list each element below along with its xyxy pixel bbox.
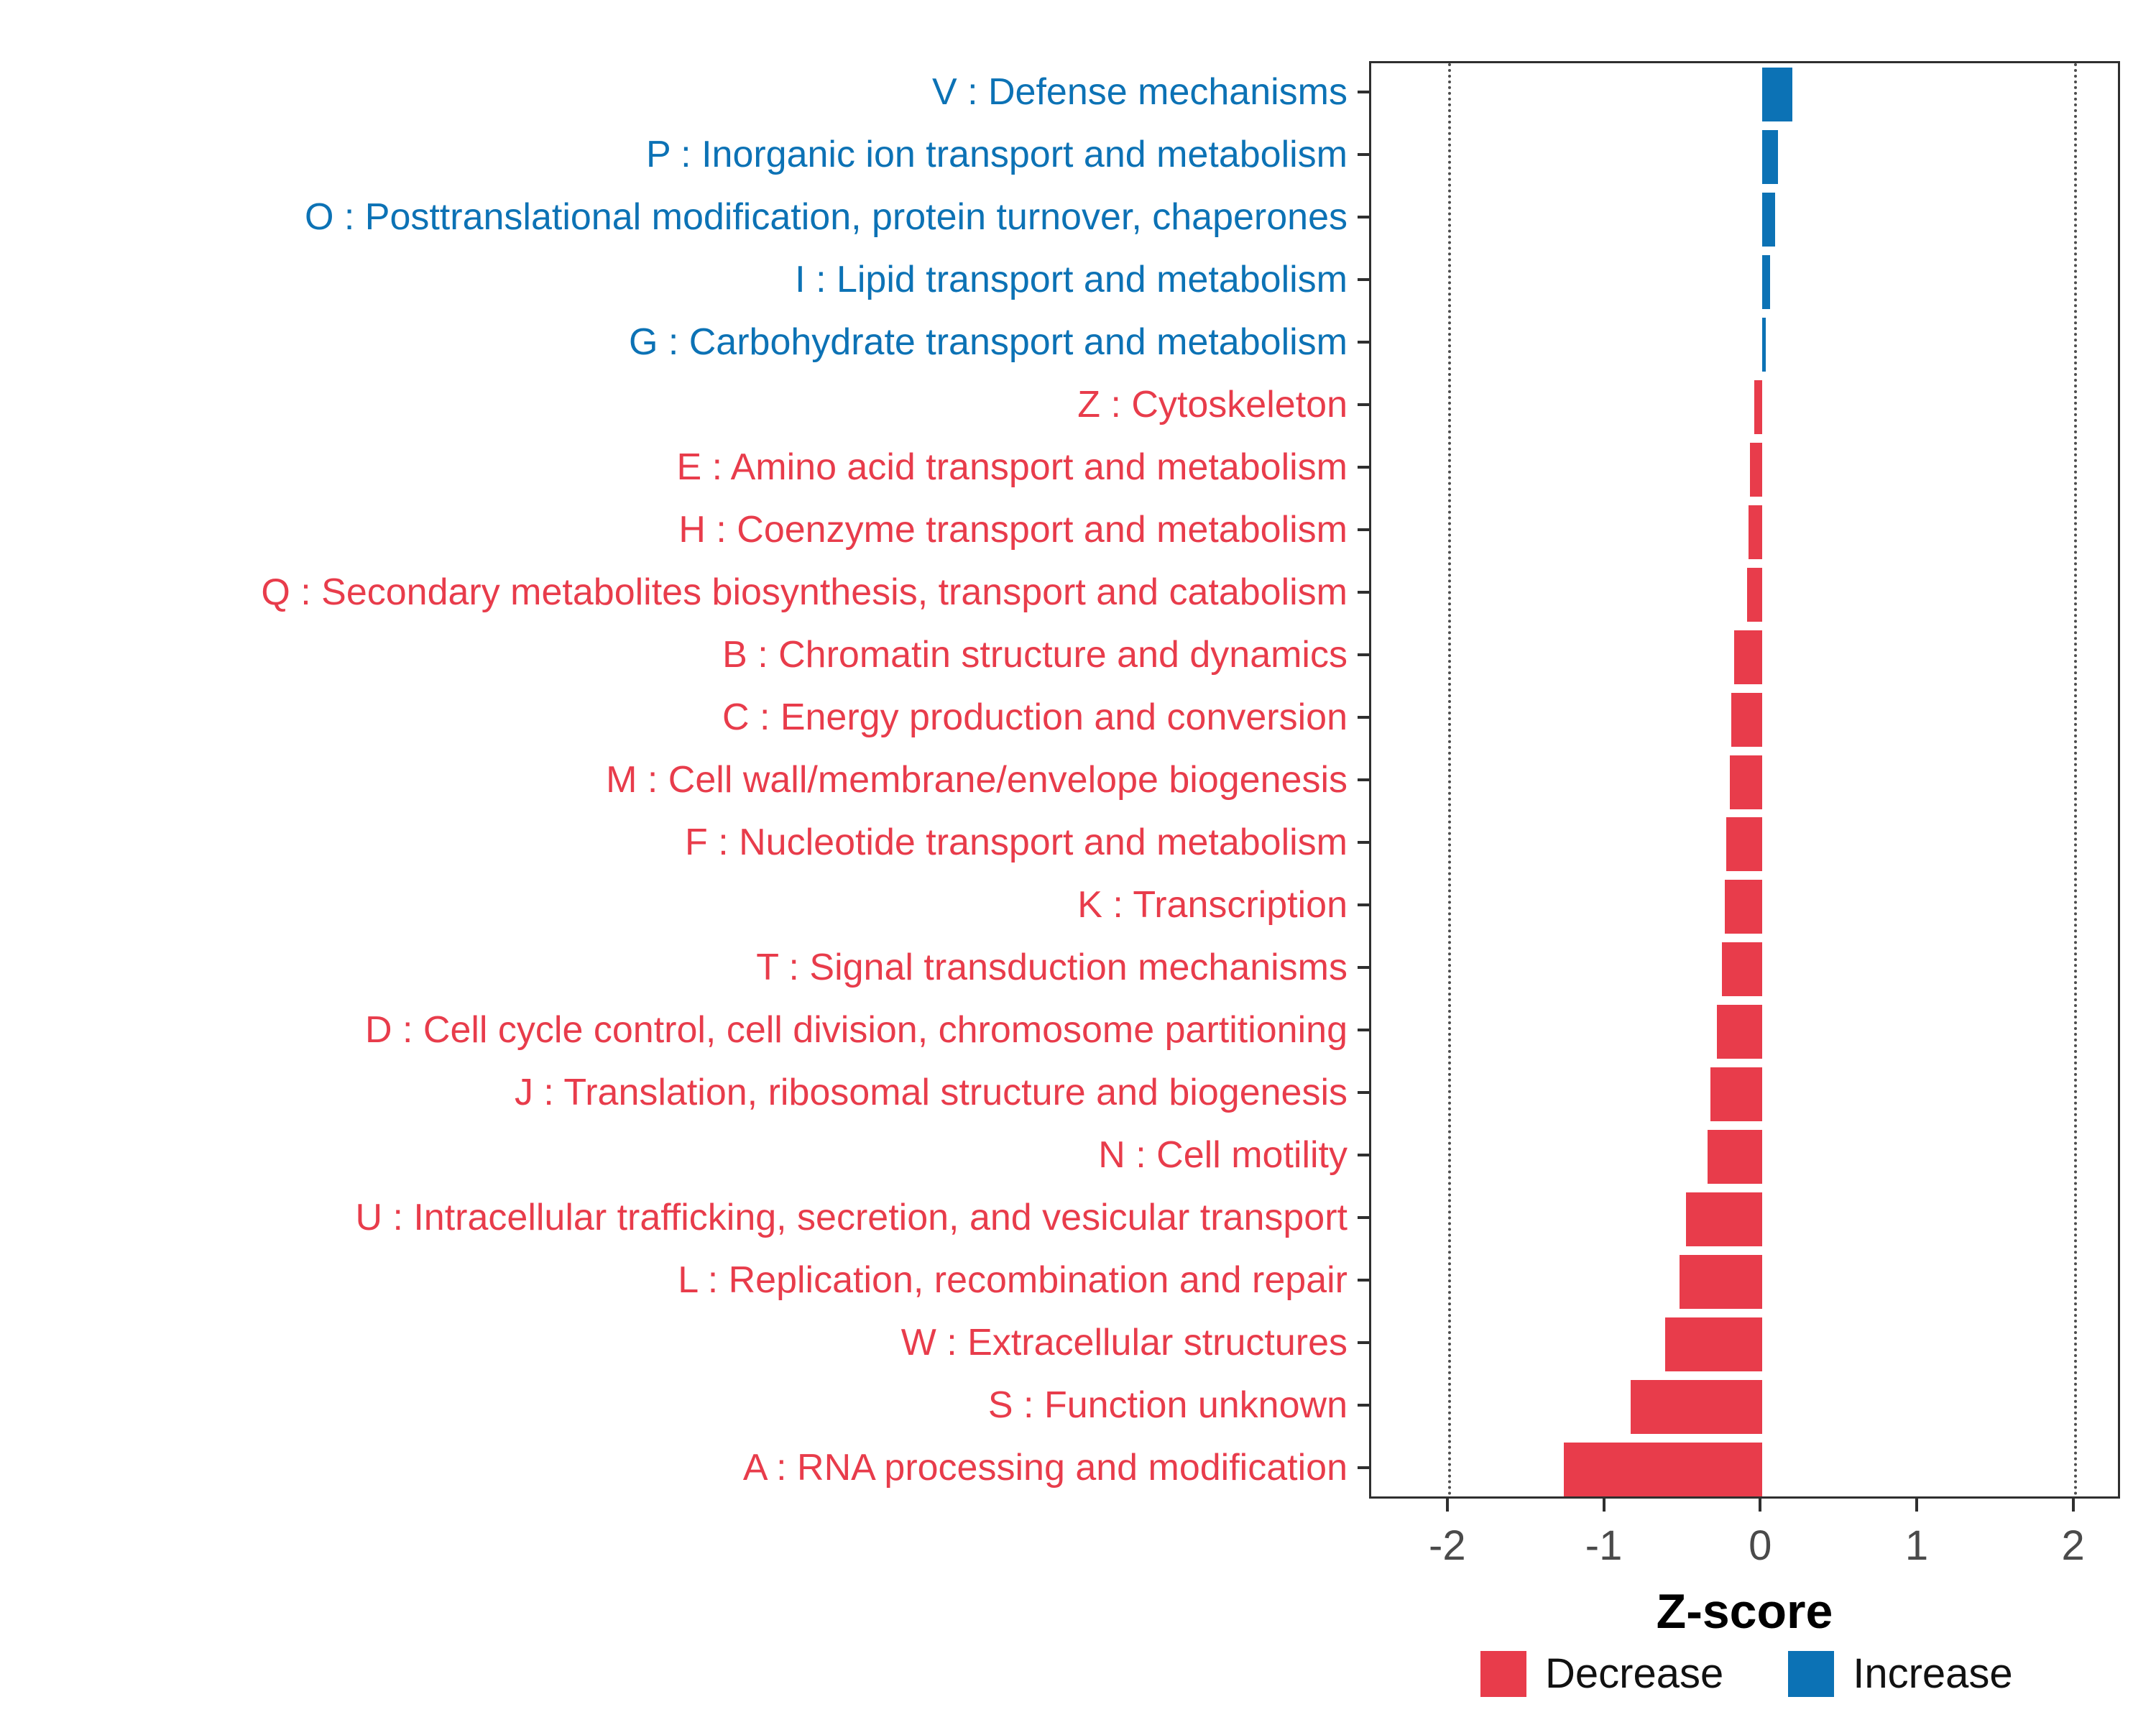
y-tick-N <box>1358 1153 1369 1156</box>
category-label-O: O : Posttranslational modification, prot… <box>304 196 1348 239</box>
y-tick-T <box>1358 965 1369 969</box>
bar-O <box>1762 192 1775 247</box>
y-tick-H <box>1358 528 1369 532</box>
category-label-I: I : Lipid transport and metabolism <box>795 259 1348 301</box>
y-tick-U <box>1358 1215 1369 1219</box>
x-tick-0 <box>1759 1499 1762 1512</box>
bar-H <box>1748 505 1763 559</box>
bar-I <box>1762 254 1771 309</box>
category-label-Q: Q : Secondary metabolites biosynthesis, … <box>261 571 1348 614</box>
bar-B <box>1734 630 1763 684</box>
x-tick-label--2: -2 <box>1429 1522 1466 1569</box>
category-label-D: D : Cell cycle control, cell division, c… <box>365 1008 1348 1051</box>
x-tick--2 <box>1445 1499 1449 1512</box>
bar-M <box>1729 755 1763 809</box>
category-label-B: B : Chromatin structure and dynamics <box>722 634 1348 676</box>
category-label-C: C : Energy production and conversion <box>722 696 1348 739</box>
y-tick-V <box>1358 91 1369 94</box>
reference-line--2 <box>1447 63 1451 1496</box>
bar-C <box>1731 692 1763 747</box>
category-label-N: N : Cell motility <box>1098 1133 1348 1176</box>
bar-G <box>1762 317 1766 372</box>
bar-F <box>1726 817 1763 872</box>
x-tick-label-1: 1 <box>1904 1522 1929 1569</box>
bar-A <box>1563 1443 1763 1497</box>
category-label-A: A : RNA processing and modification <box>742 1446 1348 1489</box>
y-tick-D <box>1358 1028 1369 1031</box>
y-tick-Q <box>1358 591 1369 594</box>
bar-U <box>1685 1192 1763 1247</box>
legend: Decrease Increase <box>1480 1650 2013 1698</box>
legend-item-decrease: Decrease <box>1480 1650 1723 1698</box>
y-tick-E <box>1358 466 1369 469</box>
category-label-K: K : Transcription <box>1077 883 1348 926</box>
category-label-E: E : Amino acid transport and metabolism <box>676 446 1348 489</box>
category-label-G: G : Carbohydrate transport and metabolis… <box>628 321 1348 364</box>
category-label-J: J : Translation, ribosomal structure and… <box>514 1071 1348 1113</box>
category-label-Z: Z : Cytoskeleton <box>1077 384 1348 426</box>
x-tick-label-0: 0 <box>1749 1522 1772 1569</box>
bar-V <box>1762 67 1792 121</box>
bar-D <box>1717 1005 1763 1059</box>
y-tick-Z <box>1358 403 1369 407</box>
y-tick-L <box>1358 1278 1369 1282</box>
x-tick--1 <box>1602 1499 1606 1512</box>
decrease-legend-label: Decrease <box>1545 1650 1724 1697</box>
y-tick-I <box>1358 278 1369 282</box>
y-tick-S <box>1358 1403 1369 1407</box>
x-tick-label--1: -1 <box>1585 1522 1623 1569</box>
category-label-H: H : Coenzyme transport and metabolism <box>678 509 1348 551</box>
y-tick-J <box>1358 1090 1369 1094</box>
category-label-W: W : Extracellular structures <box>900 1321 1348 1363</box>
y-tick-F <box>1358 840 1369 844</box>
bar-T <box>1721 942 1763 997</box>
reference-line-2 <box>2073 63 2077 1496</box>
category-label-U: U : Intracellular trafficking, secretion… <box>355 1196 1348 1238</box>
increase-color-swatch <box>1788 1650 1835 1697</box>
category-label-M: M : Cell wall/membrane/envelope biogenes… <box>606 758 1348 801</box>
increase-legend-label: Increase <box>1853 1650 2013 1697</box>
y-tick-P <box>1358 153 1369 157</box>
bar-K <box>1725 880 1763 934</box>
bar-P <box>1762 129 1779 184</box>
y-tick-O <box>1358 216 1369 219</box>
decrease-color-swatch <box>1480 1650 1526 1697</box>
category-label-P: P : Inorganic ion transport and metaboli… <box>645 134 1348 176</box>
category-label-T: T : Signal transduction mechanisms <box>756 946 1348 988</box>
bar-Z <box>1754 380 1763 434</box>
category-label-V: V : Defense mechanisms <box>931 71 1348 114</box>
x-tick-label-2: 2 <box>2061 1522 2085 1569</box>
x-tick-1 <box>1915 1499 1918 1512</box>
bar-N <box>1708 1130 1763 1184</box>
bar-Q <box>1746 567 1763 622</box>
y-tick-B <box>1358 653 1369 657</box>
bar-E <box>1749 442 1763 497</box>
y-tick-W <box>1358 1340 1369 1344</box>
bar-J <box>1710 1067 1763 1122</box>
bar-W <box>1665 1317 1763 1372</box>
category-label-F: F : Nucleotide transport and metabolism <box>685 821 1348 863</box>
plot-panel <box>1369 61 2120 1499</box>
x-axis-title: Z-score <box>1656 1584 1833 1639</box>
category-label-L: L : Replication, recombination and repai… <box>678 1259 1348 1301</box>
y-tick-G <box>1358 341 1369 344</box>
legend-item-increase: Increase <box>1788 1650 2013 1698</box>
x-tick-2 <box>2071 1499 2075 1512</box>
y-tick-A <box>1358 1466 1369 1469</box>
y-tick-K <box>1358 903 1369 906</box>
y-tick-M <box>1358 778 1369 781</box>
bar-L <box>1679 1255 1763 1310</box>
y-tick-C <box>1358 716 1369 719</box>
category-label-S: S : Function unknown <box>987 1384 1348 1426</box>
bar-S <box>1631 1380 1763 1435</box>
